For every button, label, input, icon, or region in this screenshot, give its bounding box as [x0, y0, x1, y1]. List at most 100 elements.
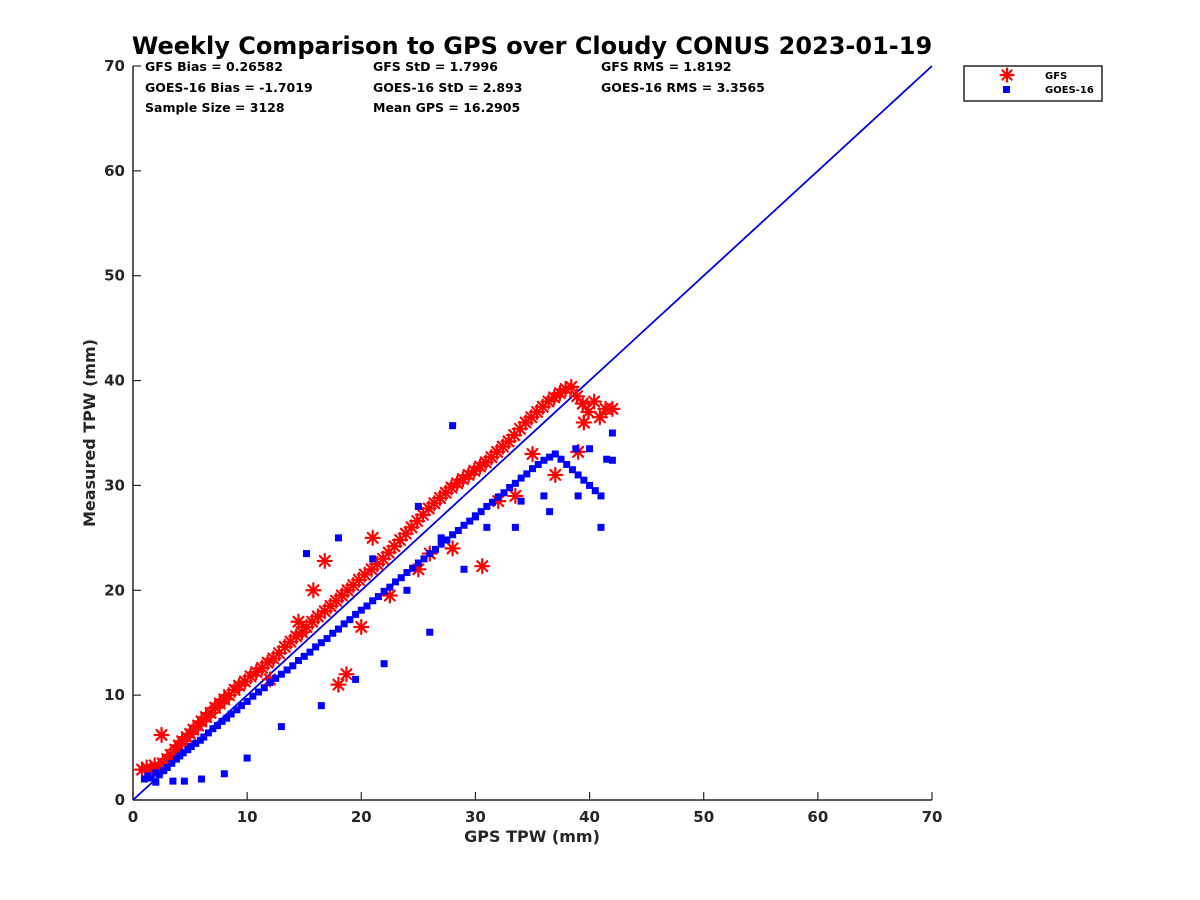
goes16-point: [608, 429, 616, 437]
goes16-point: [586, 481, 594, 489]
gfs-point: [524, 445, 541, 463]
asterisk-stroke: [318, 554, 331, 567]
asterisk-stroke: [476, 560, 489, 573]
goes16-point: [329, 629, 337, 637]
asterisk-stroke: [526, 447, 539, 461]
goes16-point: [163, 763, 171, 771]
stat-text: Mean GPS = 16.2905: [373, 100, 520, 115]
asterisk-stroke: [593, 411, 606, 424]
goes16-point: [220, 770, 228, 778]
goes16-point: [557, 455, 565, 463]
y-tick-label: 10: [104, 686, 125, 704]
y-tick-label: 20: [104, 581, 125, 599]
gfs-point: [305, 582, 322, 599]
x-tick-label: 0: [128, 808, 138, 826]
goes16-point: [277, 670, 285, 678]
goes16-point: [500, 489, 508, 497]
gfs-point: [574, 395, 591, 412]
goes16-point: [506, 484, 514, 492]
goes16-point: [603, 455, 611, 463]
goes16-point: [443, 536, 451, 544]
legend-goes16-label: GOES-16: [1045, 85, 1094, 96]
asterisk-stroke: [576, 397, 589, 410]
goes16-point: [357, 606, 365, 614]
goes16-point: [233, 706, 241, 714]
goes16-point: [511, 523, 519, 531]
gfs-point: [356, 566, 373, 583]
goes16-point: [572, 445, 580, 453]
one-to-one-line: [132, 65, 933, 801]
goes16-point: [147, 774, 155, 782]
goes16-point: [204, 729, 212, 737]
gfs-point: [290, 613, 307, 630]
goes16-point: [255, 688, 263, 696]
goes16-point: [317, 702, 325, 710]
legend-goes16-marker: [1003, 86, 1010, 93]
goes16-point: [420, 555, 428, 563]
goes16-point: [551, 450, 559, 458]
goes16-point: [340, 620, 348, 628]
reference-line-group: [132, 65, 933, 801]
goes16-point: [334, 534, 342, 542]
goes16-point: [574, 492, 582, 500]
goes16-point: [414, 559, 422, 567]
goes16-point: [471, 513, 479, 521]
goes16-point: [414, 502, 422, 510]
goes16-point: [517, 474, 525, 482]
asterisk-stroke: [307, 584, 320, 597]
y-tick-label: 60: [104, 162, 125, 180]
goes16-point: [243, 697, 251, 705]
asterisk-stroke: [358, 568, 371, 581]
y-axis-label: Measured TPW (mm): [80, 339, 99, 527]
goes16-point: [534, 460, 542, 468]
asterisk-stroke: [1001, 69, 1013, 81]
asterisk-stroke: [570, 390, 584, 403]
gfs-point: [591, 409, 608, 426]
stat-text: GOES-16 Bias = -1.7019: [145, 80, 313, 95]
goes16-point: [187, 743, 195, 751]
goes16-point: [155, 771, 163, 779]
goes16-point: [546, 453, 554, 461]
legend: GFS GOES-16: [963, 65, 1103, 102]
goes16-point: [374, 593, 382, 601]
goes16-point: [426, 628, 434, 636]
y-tick-label: 0: [115, 791, 125, 809]
gfs-point: [563, 378, 580, 395]
goes16-point: [334, 625, 342, 633]
goes16-point: [574, 471, 582, 479]
stat-text: GFS RMS = 1.8192: [601, 59, 732, 74]
tick-labels: 0 10 20 30 40 50 60 70 0 10 20 30 40 50 60 70: [104, 57, 942, 826]
goes16-point: [489, 498, 497, 506]
chart-title: Weekly Comparison to GPS over Cloudy CON…: [132, 32, 932, 60]
gfs-series: [134, 378, 621, 779]
gfs-point: [511, 420, 529, 437]
stats-block: GFS Bias = 0.26582 GFS StD = 1.7996 GFS RM…: [145, 59, 765, 115]
asterisk-stroke: [549, 468, 562, 481]
goes16-point: [449, 422, 457, 430]
gfs-point: [575, 414, 592, 431]
goes16-point: [295, 657, 303, 665]
goes16-point: [529, 465, 536, 473]
goes16-point: [386, 583, 394, 591]
goes16-point: [540, 456, 548, 464]
stat-text: Sample Size = 3128: [145, 100, 285, 115]
asterisk-stroke: [340, 668, 353, 681]
goes16-point: [312, 643, 320, 651]
goes16-point: [317, 639, 325, 647]
y-tick-label: 30: [104, 476, 125, 494]
gfs-point: [474, 558, 491, 575]
asterisk-stroke: [355, 620, 368, 634]
goes16-point: [192, 739, 200, 747]
legend-asterisk: [999, 67, 1015, 83]
x-tick-label: 60: [807, 808, 828, 826]
gfs-point: [153, 726, 170, 744]
goes16-point: [352, 610, 360, 618]
goes16-point: [180, 777, 188, 785]
legend-gfs-marker: [999, 67, 1015, 83]
stat-text: GFS StD = 1.7996: [373, 59, 498, 74]
goes16-point: [218, 717, 226, 725]
goes16-point: [272, 674, 280, 682]
y-tick-label: 50: [104, 267, 125, 285]
goes16-point: [227, 710, 235, 718]
